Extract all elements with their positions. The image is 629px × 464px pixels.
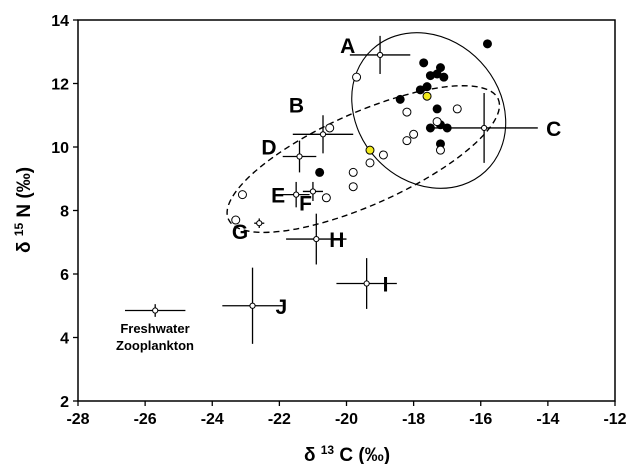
group-label-d: D xyxy=(261,137,276,160)
group-label-i: I xyxy=(383,274,389,297)
group-a-marker xyxy=(376,51,384,59)
group-h-marker xyxy=(313,235,320,243)
error-bar-layer xyxy=(124,35,538,344)
group-d-marker xyxy=(296,153,303,160)
x-tick-label: -14 xyxy=(536,411,559,428)
group-i-marker xyxy=(363,280,370,287)
point-layer xyxy=(231,39,492,225)
y-tick-label: 6 xyxy=(60,267,69,284)
x-tick-label: -22 xyxy=(268,411,291,428)
data-point-filled-yellow xyxy=(365,145,375,155)
group-label-h: H xyxy=(329,229,344,252)
data-point-filled-black xyxy=(415,85,425,95)
data-point-open xyxy=(352,72,362,82)
group-j-marker xyxy=(249,302,256,309)
x-tick-label: -26 xyxy=(134,411,157,428)
group-f-marker xyxy=(309,188,317,195)
y-tick-label: 10 xyxy=(51,140,69,157)
x-tick-label: -24 xyxy=(201,411,224,428)
data-point-open xyxy=(325,123,335,133)
data-point-open xyxy=(409,129,419,139)
data-point-open xyxy=(432,117,442,127)
data-point-filled-black xyxy=(425,71,435,81)
x-tick-label: -16 xyxy=(469,411,492,428)
group-b-marker xyxy=(319,131,327,138)
axis-ticks: -28 -26 -24 -22 -20 -18 -16 -14 -12 2 4 6 8 10 12 14 xyxy=(51,13,626,428)
data-point-open xyxy=(402,107,412,117)
data-point-filled-black xyxy=(442,123,452,133)
x-axis-title: δ 13 C (‰) xyxy=(304,443,390,464)
group-c-marker xyxy=(481,124,488,132)
data-point-filled-black xyxy=(439,72,449,82)
x-tick-label: -18 xyxy=(402,411,425,428)
data-point-filled-black xyxy=(315,167,325,177)
y-tick-label: 2 xyxy=(60,394,69,411)
group-label-f: F xyxy=(299,192,312,215)
group-label-c: C xyxy=(546,118,561,141)
data-point-open xyxy=(321,193,331,203)
data-point-filled-yellow xyxy=(422,91,432,101)
data-point-open xyxy=(365,158,375,168)
data-point-open xyxy=(237,190,247,200)
group-e-marker xyxy=(293,191,300,198)
data-point-open xyxy=(378,150,388,160)
legend: Freshwater Zooplankton xyxy=(116,321,194,353)
data-point-filled-black xyxy=(482,39,492,49)
data-point-filled-black xyxy=(395,94,405,104)
dashed-ellipse xyxy=(226,85,501,234)
solid-ellipse xyxy=(351,32,507,189)
x-tick-label: -28 xyxy=(66,411,89,428)
group-label-g: G xyxy=(232,221,248,244)
data-point-filled-black xyxy=(425,123,435,133)
y-tick-label: 8 xyxy=(60,204,69,221)
data-point-open xyxy=(452,104,462,114)
group-label-layer: A B C D E F G H I J xyxy=(232,35,561,319)
x-tick-label: -20 xyxy=(335,411,358,428)
data-point-open xyxy=(348,167,358,177)
group-label-b: B xyxy=(289,94,304,117)
data-point-filled-black xyxy=(419,58,429,68)
data-point-open xyxy=(231,215,241,225)
group-g-marker xyxy=(256,220,263,227)
legend-label-line-1: Freshwater xyxy=(120,321,189,336)
group-label-j: J xyxy=(276,296,288,319)
data-point-filled-black xyxy=(432,104,442,114)
y-tick-label: 4 xyxy=(60,331,69,348)
data-point-open xyxy=(435,145,445,155)
y-tick-label: 12 xyxy=(51,77,69,94)
x-tick-label: -12 xyxy=(603,411,626,428)
data-point-open xyxy=(402,136,412,146)
y-tick-label: 14 xyxy=(51,13,69,30)
ellipse-layer xyxy=(226,32,507,234)
legend-sample-marker xyxy=(152,307,159,314)
group-label-e: E xyxy=(271,185,285,208)
group-label-a: A xyxy=(340,35,355,58)
legend-label-line-2: Zooplankton xyxy=(116,338,194,353)
y-axis-title: δ 15 N (‰) xyxy=(12,167,35,253)
data-point-open xyxy=(348,182,358,192)
